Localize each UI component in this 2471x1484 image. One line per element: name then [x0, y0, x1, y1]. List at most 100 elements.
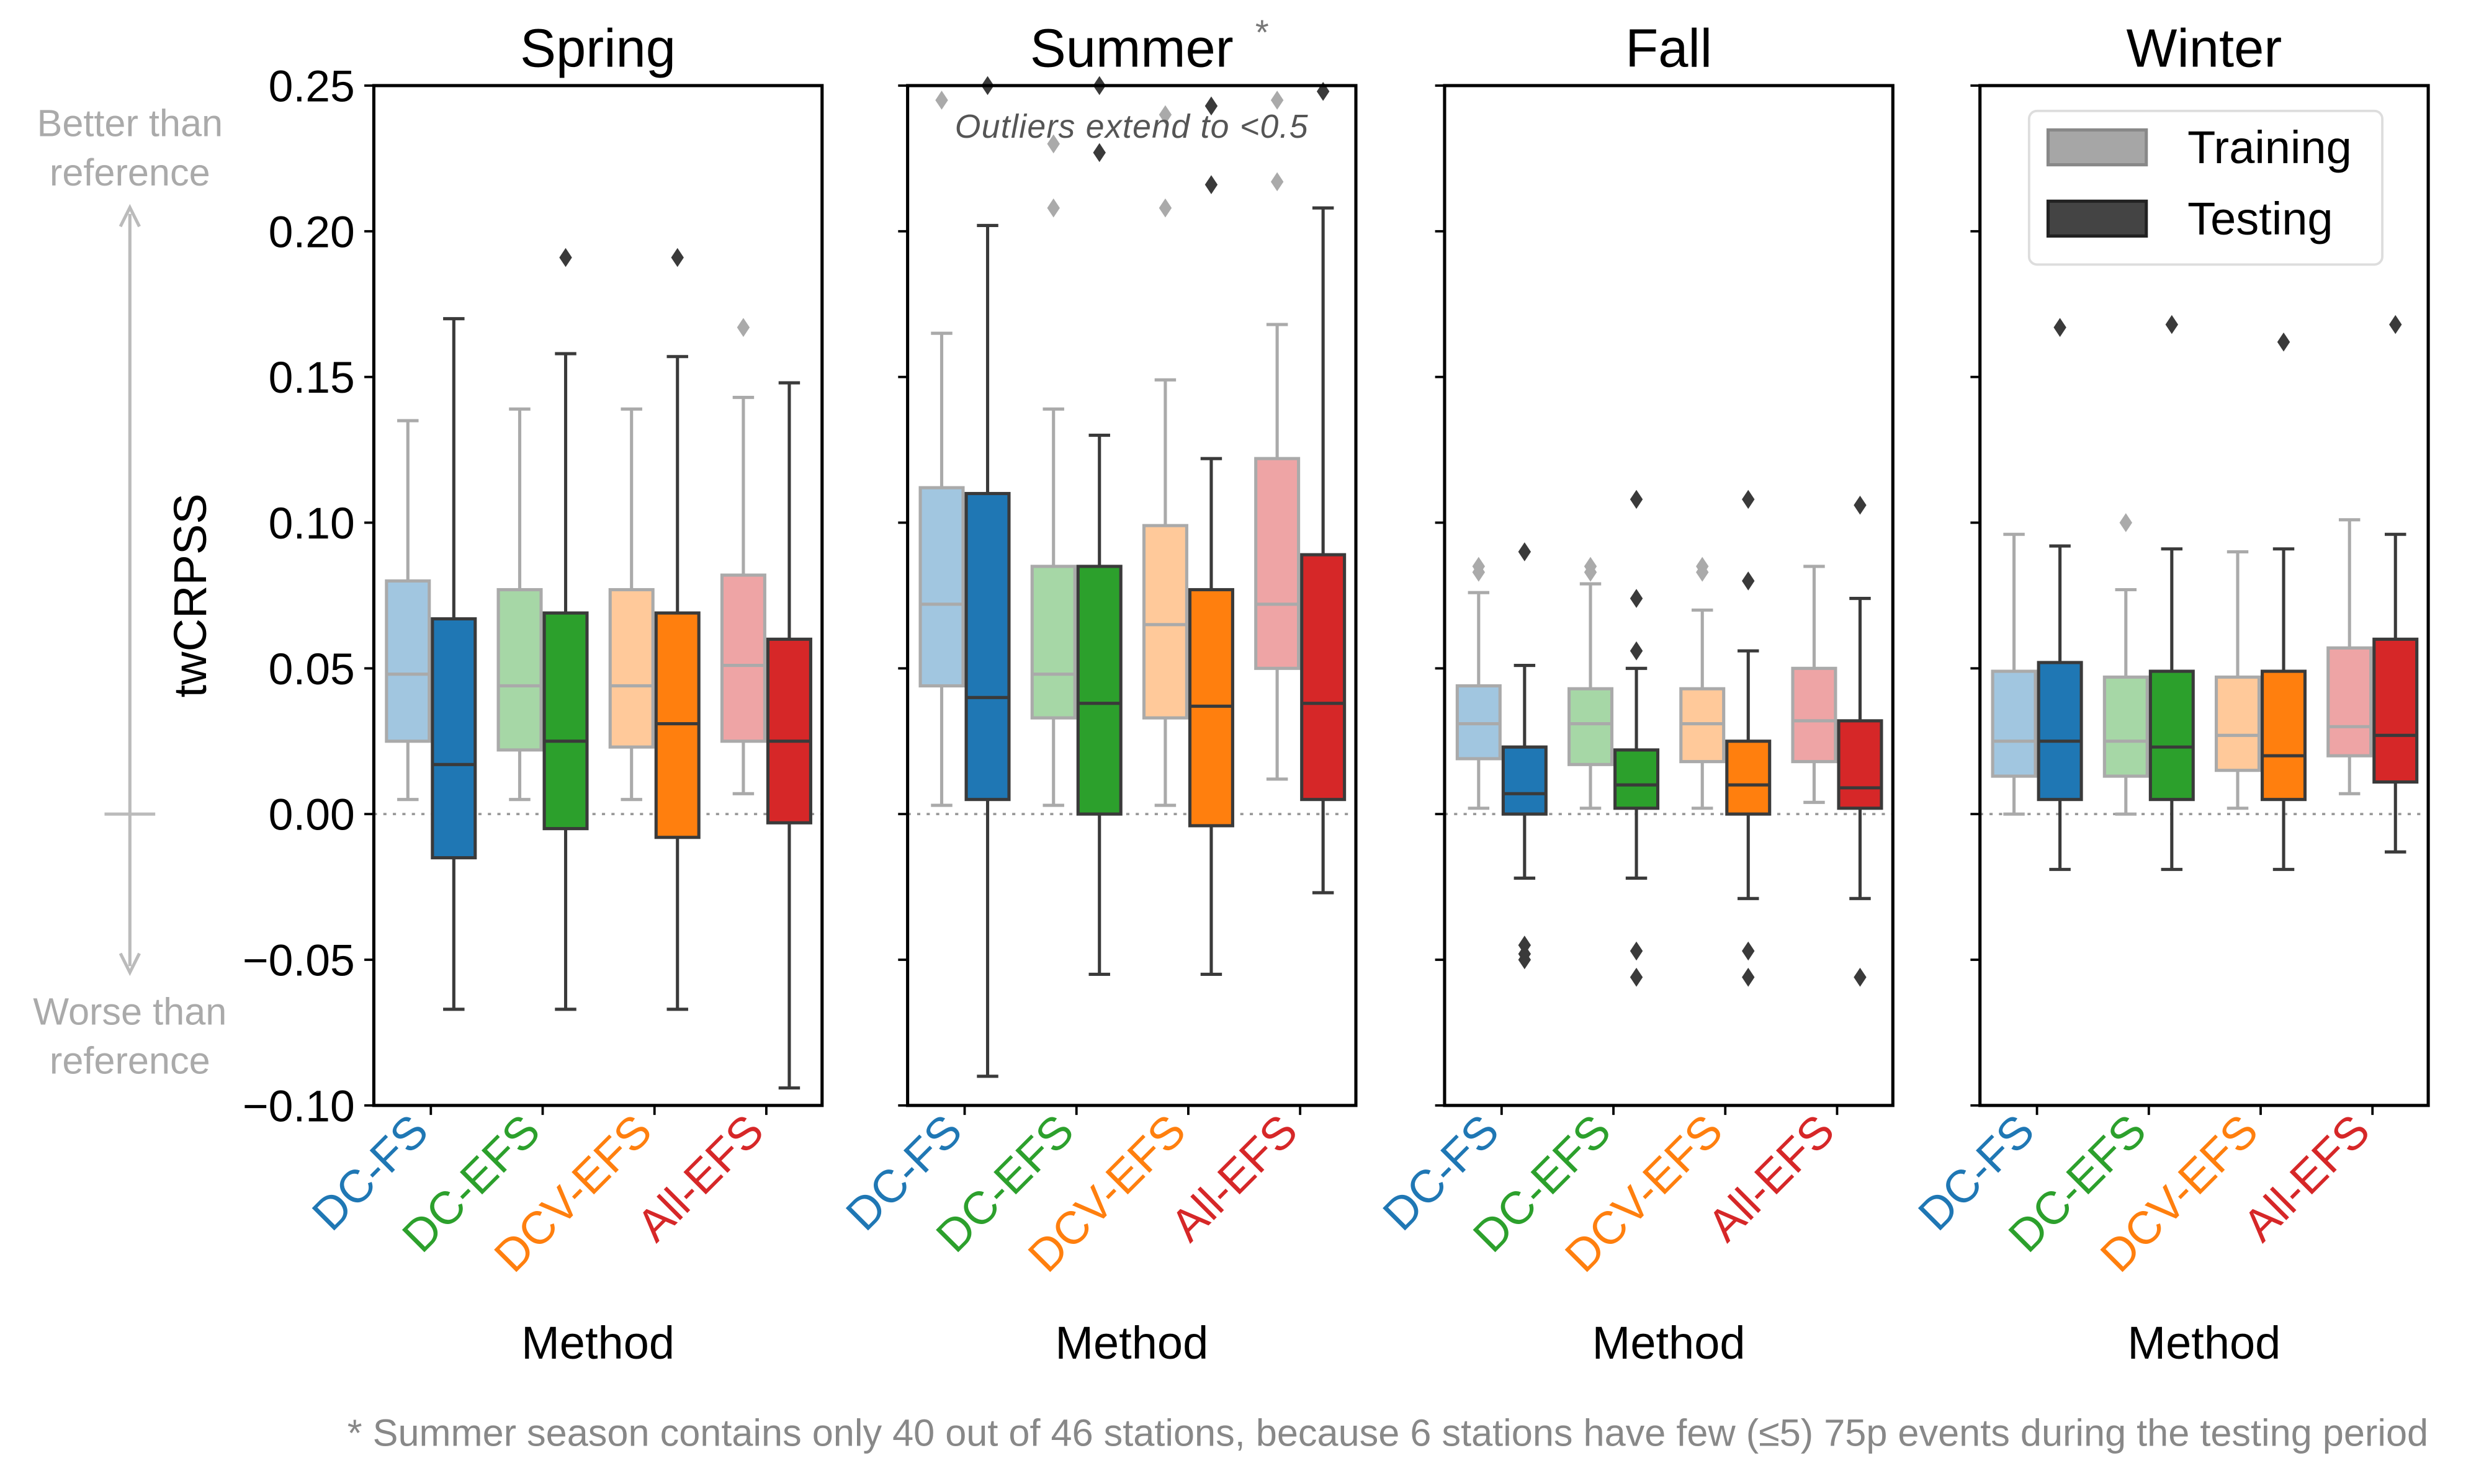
iqr-box [542, 611, 589, 831]
outlier-point [2389, 315, 2402, 334]
panel-title: Winter [2127, 18, 2282, 78]
iqr-box [2372, 637, 2419, 784]
outlier-point [1854, 967, 1867, 987]
axes-frame [1978, 84, 2430, 1107]
training-box-dc-fs [1455, 556, 1502, 810]
outlier-point [1742, 489, 1755, 509]
testing-box-dc-efs [542, 248, 589, 1011]
iqr-box [1501, 745, 1548, 816]
iqr-box [496, 588, 543, 752]
iqr-box [2102, 675, 2149, 778]
outlier-point [1854, 495, 1867, 515]
x-axis-label: Method [2127, 1317, 2280, 1369]
outlier-point [559, 248, 572, 267]
testing-box-dc-efs [2148, 315, 2195, 871]
axes-frame [1443, 84, 1895, 1107]
outlier-point [1204, 175, 1218, 194]
legend-swatch [2046, 199, 2148, 238]
down-arrow-icon [119, 952, 141, 977]
worse-label: Worse than [33, 991, 226, 1033]
outlier-point [2165, 315, 2179, 334]
outlier-point [1742, 967, 1755, 987]
axes-frame [372, 84, 824, 1107]
outlier-point [1630, 589, 1643, 608]
x-tick-label: All-EFS [627, 1104, 773, 1251]
y-axis-label: twCRPSS [164, 493, 216, 697]
outlier-point [1047, 134, 1060, 154]
outlier-point [1518, 542, 1531, 561]
iqr-box [385, 579, 431, 743]
testing-box-dc-fs [431, 317, 477, 1011]
iqr-box [964, 491, 1011, 802]
training-box-dc-efs [2102, 513, 2149, 816]
outlier-point [1047, 198, 1060, 218]
legend-swatch [2046, 128, 2148, 167]
testing-box-all-efs [1300, 82, 1347, 895]
iqr-box [1567, 687, 1614, 766]
training-box-all-efs [720, 318, 766, 795]
outlier-point [1630, 641, 1643, 661]
testing-box-dcv-efs [1725, 489, 1772, 987]
panel-spring: SpringDC-FSDC-EFSDCV-EFSAll-EFS0.250.200… [243, 18, 824, 1369]
up-arrow-icon [119, 203, 141, 228]
training-box-dc-fs [385, 419, 431, 802]
x-tick-label: All-EFS [1160, 1104, 1307, 1251]
legend-label: Training [2187, 122, 2352, 173]
iqr-box [431, 617, 477, 860]
better-label: reference [50, 151, 210, 194]
training-box-all-efs [1791, 565, 1837, 804]
testing-box-dc-fs [964, 76, 1011, 1078]
training-box-dc-efs [496, 407, 543, 802]
x-tick-label: All-EFS [1698, 1104, 1844, 1251]
iqr-box [1613, 748, 1660, 810]
training-box-dcv-efs [2214, 550, 2261, 810]
iqr-box [1142, 524, 1188, 720]
training-box-dc-fs [1991, 532, 2037, 816]
panel-title: Spring [520, 18, 676, 78]
iqr-box [1991, 669, 2037, 778]
iqr-box [1791, 666, 1837, 764]
iqr-box [720, 573, 766, 743]
iqr-box [1076, 565, 1123, 816]
training-box-dcv-efs [608, 407, 655, 802]
outlier-note: Outliers extend to <0.5 [955, 108, 1309, 145]
y-tick-label: −0.10 [243, 1081, 355, 1131]
outlier-point [1093, 143, 1106, 163]
legend-label: Testing [2187, 193, 2333, 244]
iqr-box [1837, 719, 1883, 810]
panel-title: Summer [1030, 18, 1234, 78]
outlier-point [1696, 556, 1709, 576]
iqr-box [2261, 669, 2307, 802]
training-box-dcv-efs [1142, 105, 1188, 807]
testing-box-all-efs [1837, 495, 1883, 987]
outlier-point [935, 91, 948, 110]
worse-label: reference [50, 1040, 210, 1082]
iqr-box [918, 486, 965, 688]
testing-box-dc-efs [1076, 76, 1123, 977]
iqr-box [1300, 553, 1347, 802]
testing-box-dc-fs [1501, 542, 1548, 970]
iqr-box [608, 588, 655, 749]
panel-summer: Summer *DC-FSDC-EFSDCV-EFSAll-EFSMethodOu… [836, 13, 1358, 1369]
legend: Training Testing [2027, 109, 2384, 266]
outlier-point [2119, 513, 2133, 532]
iqr-box [1254, 457, 1301, 670]
outlier-point [1159, 198, 1172, 218]
outlier-point [1204, 96, 1218, 116]
panel-title: Fall [1625, 18, 1712, 78]
y-tick-label: −0.05 [243, 936, 355, 986]
reference-annotation: Better than reference Worse than reference [33, 102, 226, 1082]
testing-box-dc-fs [2037, 318, 2083, 871]
x-tick-label: All-EFS [2233, 1104, 2379, 1251]
better-label: Better than [37, 102, 223, 145]
asterisk-mark: * [1255, 13, 1269, 52]
training-box-dc-efs [1567, 556, 1614, 810]
outlier-point [1270, 91, 1284, 110]
outlier-point [2053, 318, 2066, 337]
training-box-dcv-efs [1679, 556, 1726, 810]
y-tick-label: 0.05 [269, 645, 355, 694]
x-axis-label: Method [1592, 1317, 1746, 1369]
iqr-box [1030, 565, 1077, 720]
